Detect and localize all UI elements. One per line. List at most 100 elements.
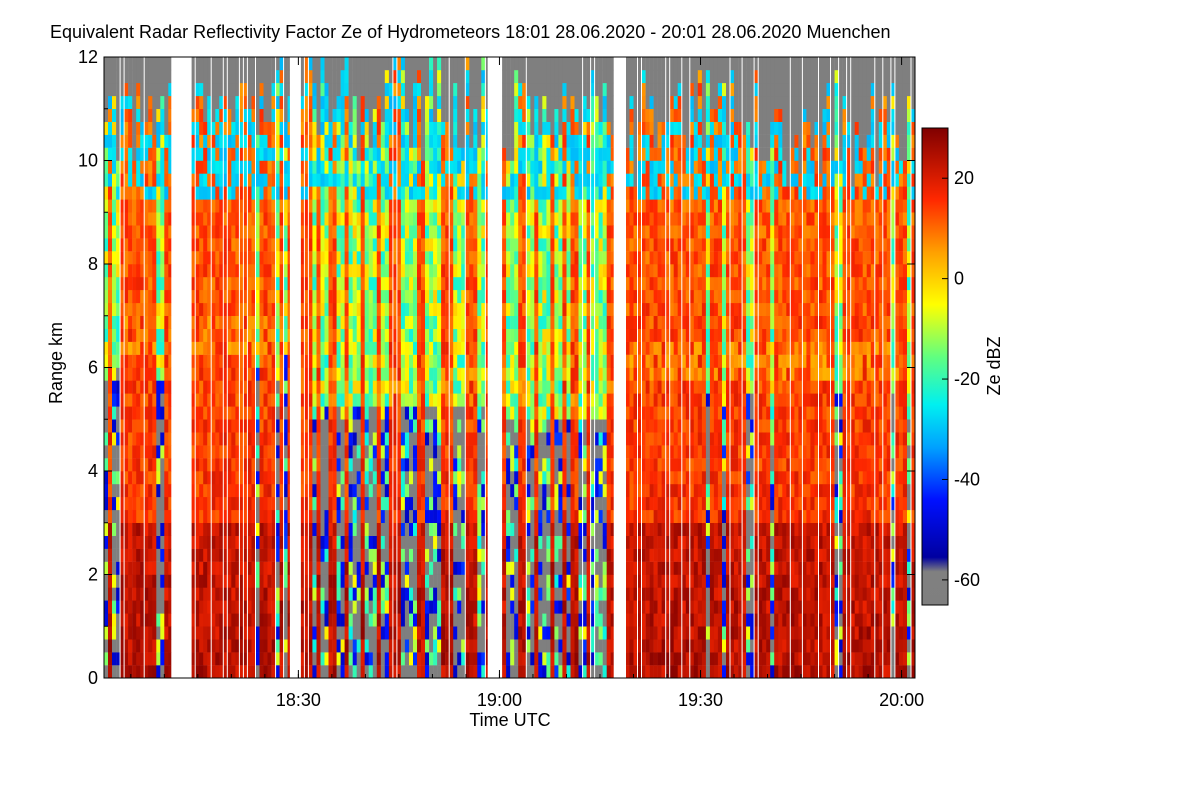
reflectivity-cell — [116, 341, 121, 355]
reflectivity-cell — [457, 199, 462, 213]
reflectivity-cell — [148, 367, 153, 381]
reflectivity-cell — [247, 264, 252, 278]
reflectivity-cell — [510, 302, 515, 316]
reflectivity-cell — [364, 225, 369, 239]
reflectivity-cell — [279, 419, 284, 433]
reflectivity-cell — [219, 225, 224, 239]
reflectivity-cell — [558, 406, 563, 420]
reflectivity-cell — [219, 445, 224, 459]
reflectivity-cell — [108, 496, 113, 511]
reflectivity-cell — [148, 147, 153, 161]
reflectivity-cell — [445, 458, 450, 472]
reflectivity-cell — [429, 587, 434, 601]
reflectivity-cell — [316, 134, 321, 148]
reflectivity-cell — [112, 535, 117, 549]
reflectivity-cell — [104, 561, 109, 575]
reflectivity-cell — [316, 665, 321, 679]
reflectivity-cell — [485, 315, 488, 329]
reflectivity-cell — [449, 315, 454, 329]
reflectivity-cell — [404, 522, 410, 536]
reflectivity-cell — [328, 108, 333, 122]
reflectivity-cell — [538, 82, 543, 97]
reflectivity-cell — [104, 445, 109, 459]
reflectivity-cell — [514, 276, 519, 291]
reflectivity-cell — [275, 458, 280, 472]
reflectivity-cell — [506, 315, 511, 329]
reflectivity-cell — [340, 212, 345, 226]
reflectivity-cell — [461, 251, 466, 265]
reflectivity-cell — [473, 57, 478, 71]
reflectivity-cell — [360, 134, 365, 148]
reflectivity-cell — [481, 445, 486, 459]
reflectivity-cell — [199, 561, 204, 575]
reflectivity-cell — [429, 251, 434, 265]
reflectivity-cell — [144, 212, 149, 226]
reflectivity-cell — [120, 587, 125, 601]
reflectivity-cell — [400, 574, 406, 588]
reflectivity-cell — [352, 238, 357, 252]
reflectivity-cell — [477, 574, 482, 588]
reflectivity-cell — [473, 160, 478, 174]
reflectivity-cell — [441, 95, 446, 109]
reflectivity-cell — [461, 652, 466, 666]
reflectivity-cell — [384, 509, 390, 523]
reflectivity-cell — [404, 199, 410, 213]
reflectivity-cell — [312, 393, 317, 407]
reflectivity-cell — [164, 471, 169, 485]
reflectivity-cell — [247, 134, 252, 148]
reflectivity-cell — [328, 393, 333, 407]
reflectivity-cell — [388, 561, 394, 575]
reflectivity-cell — [320, 665, 325, 679]
reflectivity-cell — [255, 432, 260, 446]
reflectivity-cell — [485, 225, 488, 239]
reflectivity-cell — [156, 548, 161, 562]
reflectivity-cell — [485, 147, 488, 161]
reflectivity-cell — [263, 328, 268, 342]
reflectivity-cell — [348, 432, 353, 446]
reflectivity-cell — [136, 483, 141, 498]
reflectivity-cell — [433, 626, 438, 640]
reflectivity-cell — [550, 212, 555, 226]
reflectivity-cell — [164, 587, 169, 601]
reflectivity-cell — [156, 406, 161, 420]
reflectivity-cell — [534, 82, 539, 97]
reflectivity-cell — [287, 302, 290, 316]
reflectivity-cell — [340, 393, 345, 407]
reflectivity-cell — [465, 251, 470, 265]
reflectivity-cell — [219, 315, 224, 329]
reflectivity-cell — [441, 264, 446, 278]
reflectivity-cell — [506, 393, 511, 407]
reflectivity-cell — [195, 225, 200, 239]
reflectivity-cell — [283, 225, 288, 239]
reflectivity-cell — [312, 522, 317, 536]
reflectivity-cell — [215, 212, 220, 226]
reflectivity-cell — [259, 328, 264, 342]
reflectivity-cell — [538, 57, 543, 71]
reflectivity-cell — [469, 173, 474, 187]
reflectivity-cell — [287, 328, 290, 342]
reflectivity-cell — [461, 639, 466, 653]
reflectivity-cell — [132, 289, 137, 304]
reflectivity-cell — [360, 289, 365, 304]
reflectivity-cell — [336, 264, 341, 278]
reflectivity-cell — [304, 458, 309, 472]
reflectivity-cell — [518, 212, 523, 226]
reflectivity-cell — [534, 406, 539, 420]
reflectivity-cell — [275, 238, 280, 252]
reflectivity-cell — [396, 160, 402, 174]
reflectivity-cell — [352, 354, 357, 368]
reflectivity-cell — [392, 380, 398, 394]
reflectivity-cell — [328, 354, 333, 368]
reflectivity-cell — [267, 69, 272, 84]
reflectivity-cell — [120, 225, 125, 239]
reflectivity-cell — [550, 652, 555, 666]
reflectivity-cell — [417, 496, 422, 511]
reflectivity-cell — [251, 264, 256, 278]
reflectivity-cell — [392, 69, 398, 84]
reflectivity-cell — [518, 82, 523, 97]
reflectivity-cell — [530, 406, 535, 420]
reflectivity-cell — [429, 419, 434, 433]
reflectivity-cell — [461, 522, 466, 536]
reflectivity-cell — [223, 665, 228, 679]
reflectivity-cell — [542, 302, 547, 316]
